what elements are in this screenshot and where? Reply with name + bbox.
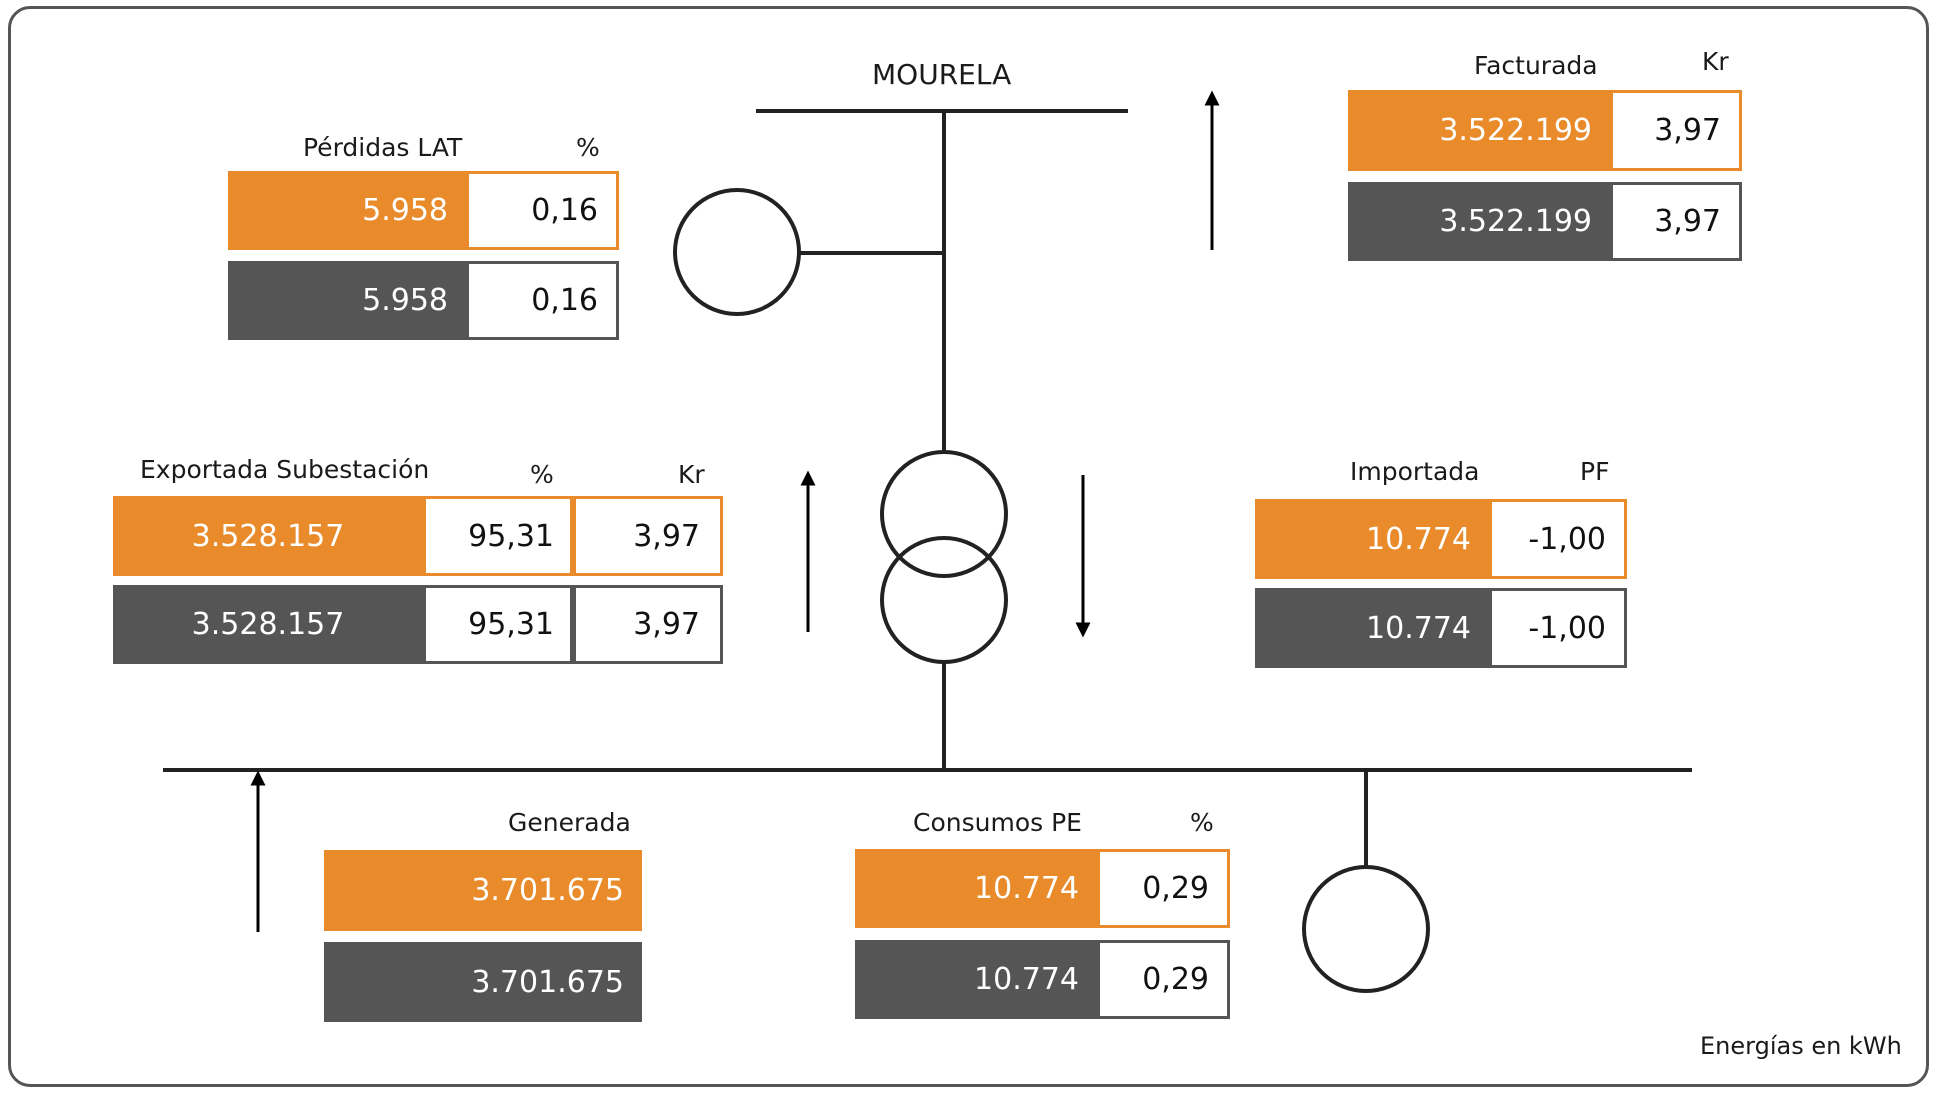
generada-gray-value: 3.701.675 <box>324 942 642 1022</box>
exportada-unit-kr: Kr <box>678 460 705 489</box>
exportada-orange-percent: 95,31 <box>423 496 573 576</box>
perdidas-orange-value: 5.958 <box>228 171 466 250</box>
transformer-winding-top <box>880 450 1008 578</box>
facturada-gray-value: 3.522.199 <box>1348 182 1610 261</box>
exportada-gray-kr: 3,97 <box>573 585 723 664</box>
diagram-frame <box>8 6 1929 1087</box>
perdidas-unit: % <box>576 133 600 162</box>
exportada-orange-kr: 3,97 <box>573 496 723 576</box>
facturada-gray-kr: 3,97 <box>1610 182 1742 261</box>
perdidas-orange-percent: 0,16 <box>466 171 619 250</box>
generada-label: Generada <box>508 808 631 837</box>
transformer-winding-bottom <box>880 536 1008 664</box>
consumos-label: Consumos PE <box>913 808 1082 837</box>
consumos-unit: % <box>1190 808 1214 837</box>
consumos-orange-value: 10.774 <box>855 849 1097 928</box>
exportada-unit-percent: % <box>530 460 554 489</box>
exportada-gray-percent: 95,31 <box>423 585 573 664</box>
units-footnote: Energías en kWh <box>1700 1032 1902 1060</box>
exportada-label: Exportada Subestación <box>140 455 430 484</box>
consumos-gray-value: 10.774 <box>855 940 1097 1019</box>
substation-name: MOURELA <box>872 58 1012 91</box>
facturada-unit: Kr <box>1702 47 1729 76</box>
perdidas-gray-value: 5.958 <box>228 261 466 340</box>
generada-orange-value: 3.701.675 <box>324 850 642 931</box>
importada-orange-pf: -1,00 <box>1489 499 1627 579</box>
perdidas-gray-percent: 0,16 <box>466 261 619 340</box>
facturada-orange-kr: 3,97 <box>1610 90 1742 171</box>
consumos-orange-percent: 0,29 <box>1097 849 1230 928</box>
importada-gray-pf: -1,00 <box>1489 588 1627 668</box>
generator-circle-symbol <box>1302 865 1430 993</box>
importada-label: Importada <box>1350 457 1480 486</box>
perdidas-label: Pérdidas LAT <box>303 133 463 162</box>
exportada-orange-value: 3.528.157 <box>113 496 423 576</box>
facturada-label: Facturada <box>1474 51 1598 80</box>
line-circle-symbol <box>673 188 801 316</box>
importada-gray-value: 10.774 <box>1255 588 1489 668</box>
importada-unit: PF <box>1580 457 1610 486</box>
exportada-gray-value: 3.528.157 <box>113 585 423 664</box>
importada-orange-value: 10.774 <box>1255 499 1489 579</box>
consumos-gray-percent: 0,29 <box>1097 940 1230 1019</box>
facturada-orange-value: 3.522.199 <box>1348 90 1610 171</box>
